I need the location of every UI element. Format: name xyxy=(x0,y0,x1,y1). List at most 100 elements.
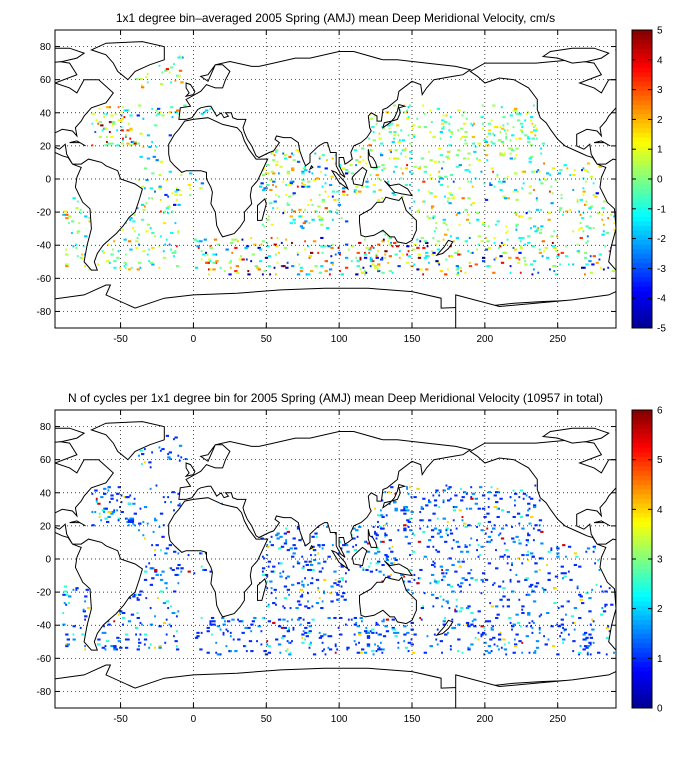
data-cell xyxy=(385,514,388,517)
colorbar-segment xyxy=(632,188,652,194)
data-cell xyxy=(158,645,162,648)
data-cell xyxy=(391,245,394,248)
data-cell xyxy=(257,268,261,271)
data-cell xyxy=(409,183,411,187)
data-cell xyxy=(398,256,401,259)
data-cell xyxy=(65,603,68,606)
data-cell xyxy=(490,140,493,143)
data-cell xyxy=(381,256,384,259)
data-cell xyxy=(215,260,219,263)
chart-title: 1x1 degree bin–averaged 2005 Spring (AMJ… xyxy=(116,11,555,25)
data-cell xyxy=(189,187,191,190)
data-cell xyxy=(76,200,79,203)
data-cell xyxy=(113,260,117,263)
data-cell xyxy=(200,616,203,619)
data-cell xyxy=(497,534,500,537)
data-cell xyxy=(272,621,276,624)
data-cell xyxy=(361,620,363,623)
data-cell xyxy=(409,554,411,557)
data-cell xyxy=(88,220,92,223)
data-cell xyxy=(457,109,461,112)
data-cell xyxy=(158,187,162,190)
data-cell xyxy=(375,537,378,540)
data-cell xyxy=(553,265,557,268)
data-cell xyxy=(448,144,452,147)
colorbar-segment xyxy=(632,447,652,453)
data-cell xyxy=(521,651,524,654)
data-cell xyxy=(407,520,411,523)
data-cell xyxy=(487,520,492,523)
data-cell xyxy=(496,645,499,648)
data-cell xyxy=(509,139,512,142)
data-cell xyxy=(490,167,494,170)
data-cell xyxy=(390,573,392,576)
data-cell xyxy=(538,626,541,629)
data-cell xyxy=(277,251,280,254)
data-cell xyxy=(344,243,349,246)
data-cell xyxy=(493,134,496,137)
data-cell xyxy=(65,263,68,266)
data-cell xyxy=(436,628,439,631)
data-cell xyxy=(452,509,457,512)
data-cell xyxy=(515,223,519,226)
data-cell xyxy=(107,486,110,489)
data-cell xyxy=(117,640,121,643)
data-cell xyxy=(409,170,411,173)
data-cell xyxy=(136,597,139,600)
data-cell xyxy=(540,542,544,545)
data-cell xyxy=(395,631,400,634)
data-cell xyxy=(490,119,493,122)
data-cell xyxy=(135,240,139,243)
data-cell xyxy=(378,646,381,649)
data-cell xyxy=(582,648,586,651)
data-cell xyxy=(108,130,111,134)
data-cell xyxy=(582,633,586,636)
data-cell xyxy=(170,567,172,570)
data-cell xyxy=(343,598,347,601)
data-cell xyxy=(261,273,264,276)
data-cell xyxy=(247,270,250,273)
data-cell xyxy=(492,170,494,173)
data-cell xyxy=(530,263,534,266)
data-cell xyxy=(310,563,314,567)
data-cell xyxy=(124,266,127,269)
data-cell xyxy=(374,643,376,646)
data-cell xyxy=(401,139,406,142)
data-cell xyxy=(241,631,245,634)
data-cell xyxy=(120,126,123,129)
data-cell xyxy=(522,497,525,500)
data-cell xyxy=(146,253,149,256)
velocity-map-panel: 1x1 degree bin–averaged 2005 Spring (AMJ… xyxy=(37,11,667,345)
data-cell xyxy=(320,236,324,239)
data-cell xyxy=(588,227,592,230)
data-cell xyxy=(550,235,554,238)
data-cell xyxy=(363,270,366,273)
data-cell xyxy=(292,537,296,540)
data-cell xyxy=(521,126,524,129)
data-cell xyxy=(250,260,253,263)
data-cell xyxy=(174,111,178,114)
data-cell xyxy=(116,636,120,639)
data-cell xyxy=(130,520,133,523)
data-cell xyxy=(292,159,296,162)
data-cell xyxy=(87,607,91,610)
data-cell xyxy=(481,223,486,226)
data-cell xyxy=(203,238,207,241)
colorbar-segment xyxy=(632,694,652,700)
data-cell xyxy=(509,152,512,155)
data-cell xyxy=(573,552,578,555)
data-cell xyxy=(334,651,337,654)
coastline-shape xyxy=(383,560,414,577)
data-cell xyxy=(79,212,82,215)
data-cell xyxy=(471,492,476,495)
data-cell xyxy=(544,246,548,249)
data-cell xyxy=(291,265,295,268)
data-cell xyxy=(508,616,512,619)
data-cell xyxy=(174,640,178,643)
colorbar-segment xyxy=(632,489,652,495)
data-cell xyxy=(212,620,216,623)
data-cell xyxy=(512,246,515,249)
data-cell xyxy=(563,628,567,631)
colorbar-segment xyxy=(632,314,652,320)
data-cell xyxy=(68,215,72,218)
